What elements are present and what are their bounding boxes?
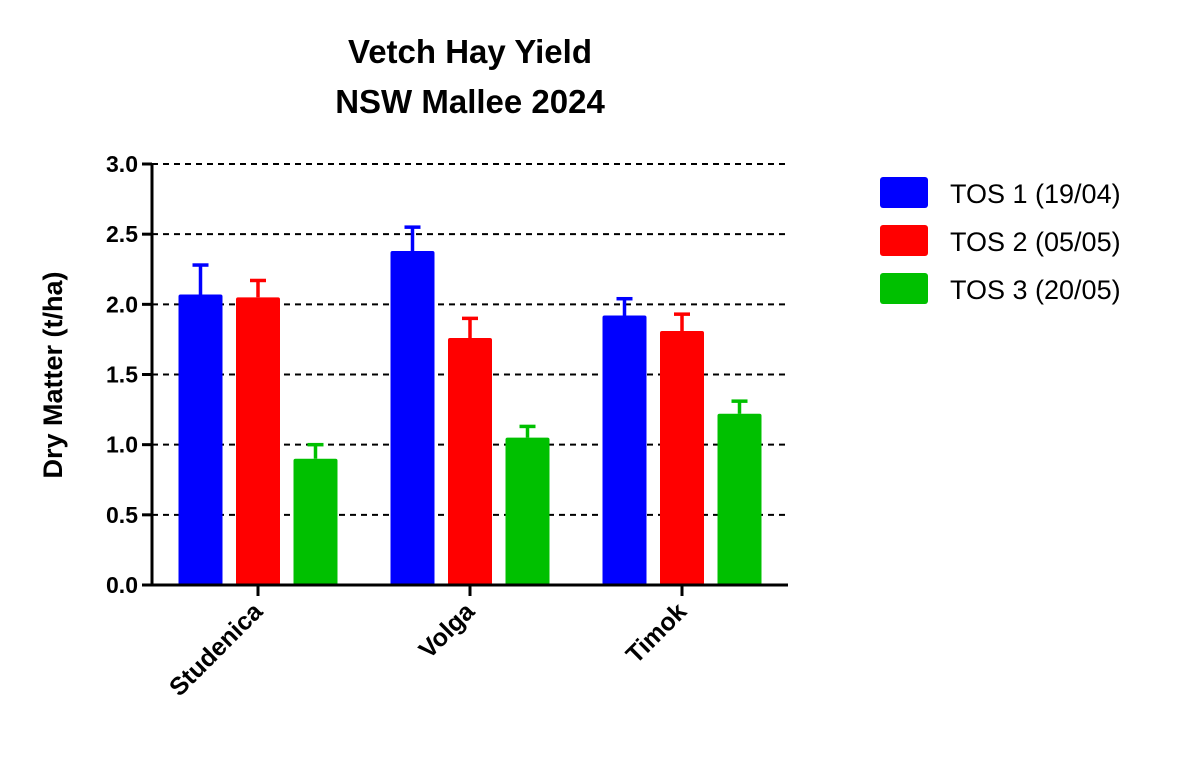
y-tick-label-6: 3.0 xyxy=(106,151,138,177)
legend-label-1: TOS 1 (19/04) xyxy=(950,179,1121,209)
x-tick-label-timok: Timok xyxy=(621,597,693,669)
bar-timok-series-1 xyxy=(602,315,647,585)
chart-subtitle: NSW Mallee 2024 xyxy=(335,83,605,120)
y-ticks: 0.0 0.5 1.0 1.5 2.0 2.5 3.0 xyxy=(106,151,152,598)
bar-volga-series-3 xyxy=(505,437,550,585)
bar-timok-series-3 xyxy=(717,413,762,585)
bars xyxy=(178,225,762,586)
x-tick-label-volga: Volga xyxy=(414,597,481,664)
legend: TOS 1 (19/04) TOS 2 (05/05) TOS 3 (20/05) xyxy=(880,177,1121,305)
y-tick-label-2: 1.0 xyxy=(106,432,138,458)
y-tick-label-0: 0.0 xyxy=(106,572,138,598)
legend-swatch-1 xyxy=(880,177,928,208)
legend-label-2: TOS 2 (05/05) xyxy=(950,227,1121,257)
bar-volga-series-1 xyxy=(390,251,435,586)
legend-swatch-2 xyxy=(880,225,928,256)
legend-label-3: TOS 3 (20/05) xyxy=(950,275,1121,305)
y-tick-label-4: 2.0 xyxy=(106,291,138,317)
x-ticks: Studenica Volga Timok xyxy=(164,585,692,702)
bar-timok-series-2 xyxy=(660,330,704,585)
chart-title: Vetch Hay Yield xyxy=(348,33,592,70)
bar-studenica-series-2 xyxy=(236,297,280,585)
bar-studenica-series-3 xyxy=(293,458,338,585)
legend-swatch-3 xyxy=(880,273,928,304)
bar-studenica-series-1 xyxy=(178,294,223,585)
y-tick-label-3: 1.5 xyxy=(106,362,138,388)
y-tick-label-5: 2.5 xyxy=(106,221,138,247)
y-axis-label: Dry Matter (t/ha) xyxy=(38,271,68,478)
x-tick-label-studenica: Studenica xyxy=(164,597,269,702)
y-tick-label-1: 0.5 xyxy=(106,502,138,528)
bar-volga-series-2 xyxy=(448,338,492,585)
